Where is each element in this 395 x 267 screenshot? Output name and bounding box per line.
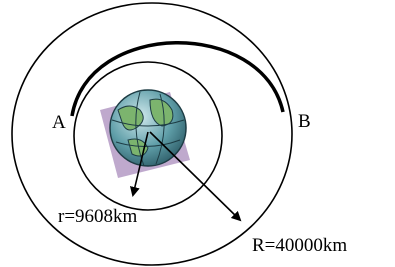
point-b-label: B: [298, 111, 311, 132]
radius-arrow-outer: [150, 132, 240, 220]
earth: [100, 90, 190, 178]
orbit-diagram: A B r=9608km R=40000km: [0, 0, 395, 267]
inner-radius-label: r=9608km: [58, 206, 138, 227]
point-a-label: A: [52, 112, 66, 133]
outer-radius-label: R=40000km: [252, 235, 347, 256]
